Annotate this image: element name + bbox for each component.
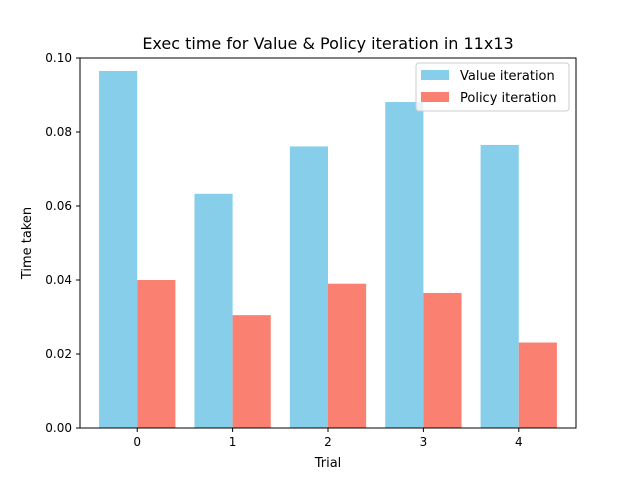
bar-policy-iteration-2 — [328, 283, 367, 428]
bar-policy-iteration-4 — [518, 342, 557, 428]
y-tick-label: 0.06 — [45, 199, 72, 213]
bar-value-iteration-3 — [385, 102, 424, 428]
x-tick-label: 2 — [324, 435, 332, 449]
bar-policy-iteration-0 — [137, 280, 176, 428]
bars-layer — [99, 70, 557, 428]
legend-label: Policy iteration — [460, 91, 556, 106]
legend-swatch — [421, 92, 449, 102]
bar-policy-iteration-1 — [232, 315, 271, 428]
bar-value-iteration-2 — [289, 146, 328, 428]
x-tick-label: 1 — [229, 435, 237, 449]
y-axis-label: Time taken — [20, 207, 35, 280]
legend-label: Value iteration — [460, 69, 555, 84]
bar-value-iteration-0 — [99, 70, 138, 428]
y-tick-label: 0.04 — [45, 273, 72, 287]
bar-value-iteration-4 — [480, 144, 519, 428]
x-axis-label: Trial — [314, 456, 342, 471]
bar-policy-iteration-3 — [423, 292, 462, 428]
legend: Value iteration Policy iteration — [415, 62, 570, 112]
x-tick-label: 4 — [515, 435, 523, 449]
x-axis: 0 1 2 3 4 — [133, 428, 523, 449]
x-tick-label: 3 — [420, 435, 428, 449]
y-tick-label: 0.08 — [45, 125, 72, 139]
x-tick-label: 0 — [133, 435, 141, 449]
y-tick-label: 0.00 — [45, 421, 72, 435]
bar-value-iteration-1 — [194, 193, 233, 428]
y-tick-label: 0.10 — [45, 51, 72, 65]
legend-swatch — [421, 70, 449, 80]
legend-box — [415, 62, 570, 112]
y-tick-label: 0.02 — [45, 347, 72, 361]
y-axis: 0.00 0.02 0.04 0.06 0.08 0.10 — [45, 51, 80, 435]
chart-title: Exec time for Value & Policy iteration i… — [142, 34, 513, 53]
